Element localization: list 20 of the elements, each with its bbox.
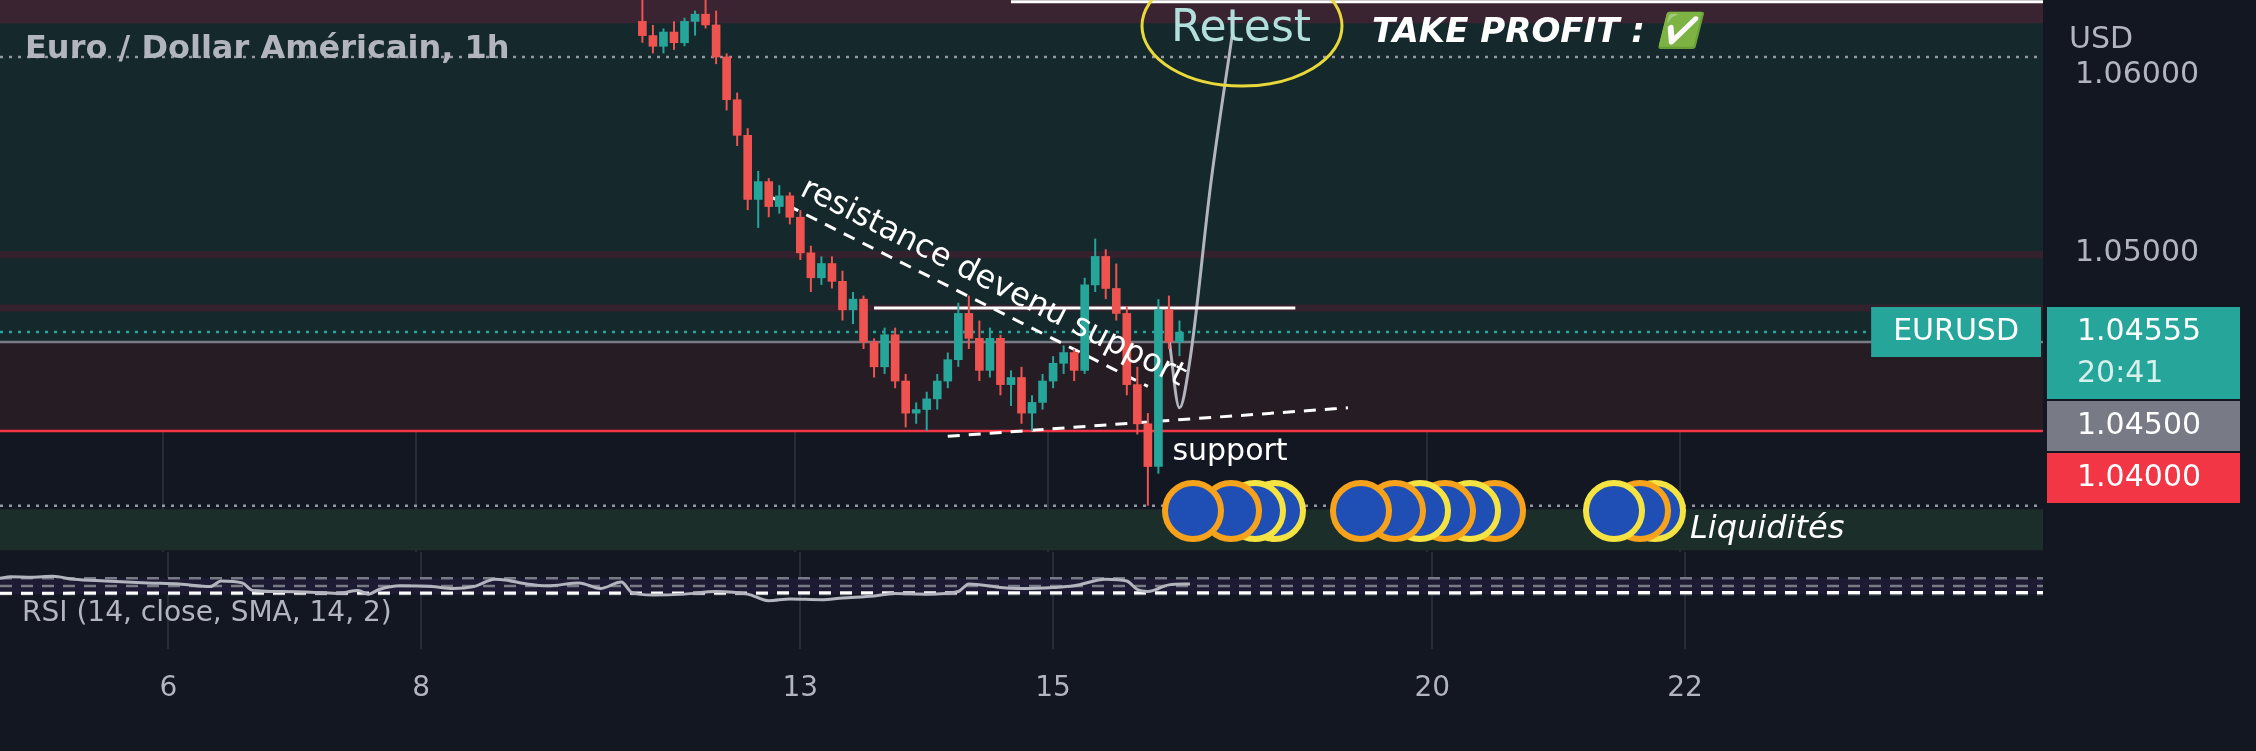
x-tick-label: 22 [1667, 670, 1703, 704]
ref-line-label: EURUSD [1893, 311, 2019, 347]
x-tick-label: 8 [412, 670, 431, 704]
x-tick-label: 20 [1414, 670, 1451, 704]
text: Euro / Dollar Américain, 1h [25, 28, 510, 67]
ref-line-label: 1.04500 [2077, 405, 2202, 441]
x-tick-label: 6 [159, 670, 178, 704]
ref-line-label: 1.04000 [2077, 457, 2202, 493]
y-tick-label: 1.06000 [2075, 54, 2200, 90]
text: 1.04555 [2077, 311, 2202, 347]
y-axis-title: USD [2069, 19, 2134, 55]
text: 20:41 [2077, 353, 2164, 389]
band-label: Liquidités [1690, 508, 1845, 547]
text: RSI (14, close, SMA, 14, 2) [22, 595, 392, 629]
annotation: Retest [1170, 0, 1312, 52]
x-tick-label: 15 [1035, 670, 1071, 704]
x-tick-label: 13 [782, 670, 819, 704]
annotation: support [1172, 431, 1288, 467]
annotation: TAKE PROFIT : ✅ [1372, 9, 1706, 50]
y-tick-label: 1.05000 [2075, 232, 2200, 268]
